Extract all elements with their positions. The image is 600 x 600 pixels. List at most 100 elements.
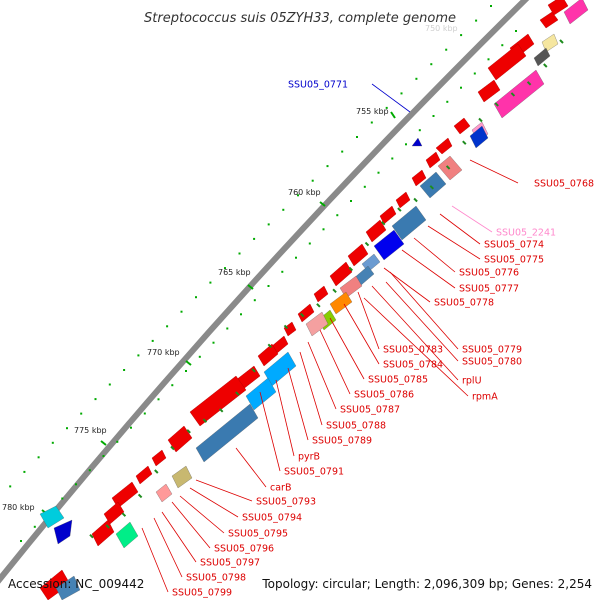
tick-dot bbox=[185, 370, 187, 372]
leader-line bbox=[357, 291, 380, 350]
tick-dot bbox=[80, 412, 83, 415]
gc-skew-mark bbox=[543, 63, 548, 68]
tick-dot bbox=[356, 136, 358, 138]
tick-dot bbox=[116, 440, 119, 443]
tick-dot bbox=[430, 63, 433, 66]
gene-label[interactable]: SSU05_2241 bbox=[496, 228, 556, 239]
tick-dot bbox=[385, 106, 388, 109]
tick-dot bbox=[282, 208, 285, 211]
tick-dot bbox=[350, 200, 352, 202]
tick-dot bbox=[253, 237, 256, 240]
tick-dot bbox=[226, 327, 229, 330]
leader-line bbox=[413, 237, 456, 273]
gc-skew-mark bbox=[267, 343, 273, 349]
gene-label[interactable]: SSU05_0793 bbox=[256, 497, 316, 508]
leader-line bbox=[235, 447, 267, 488]
tick-dot bbox=[94, 398, 97, 401]
tick-dot bbox=[61, 497, 64, 500]
gene-label[interactable]: SSU05_0775 bbox=[484, 255, 544, 266]
gene-label[interactable]: SSU05_0798 bbox=[186, 573, 246, 584]
gene-label[interactable]: carB bbox=[270, 483, 291, 494]
tick-dot bbox=[432, 115, 435, 117]
gene-label[interactable]: SSU05_0768 bbox=[534, 179, 594, 190]
leader-line bbox=[195, 479, 253, 502]
tick-dot bbox=[23, 470, 26, 473]
tick-dot bbox=[108, 383, 111, 386]
tick-label-780: 780 kbp bbox=[2, 503, 35, 512]
gene-label[interactable]: SSU05_0778 bbox=[434, 298, 494, 309]
gene-label[interactable]: SSU05_0797 bbox=[200, 558, 260, 569]
gene-label[interactable]: SSU05_0771 bbox=[288, 80, 348, 91]
gc-skew-mark bbox=[218, 408, 224, 413]
gene-label[interactable]: SSU05_0779 bbox=[462, 345, 522, 356]
gene-label[interactable]: SSU05_0780 bbox=[462, 357, 522, 368]
leader-line bbox=[171, 501, 211, 549]
tick-dot bbox=[295, 256, 297, 259]
forward-strand-genes bbox=[39, 0, 569, 600]
gene-label[interactable]: SSU05_0783 bbox=[383, 345, 443, 356]
gc-skew-mark bbox=[251, 368, 256, 373]
leader-line bbox=[153, 517, 183, 578]
gene-label[interactable]: SSU05_0774 bbox=[484, 240, 544, 251]
tick-dot bbox=[460, 34, 463, 37]
leader-line bbox=[307, 341, 337, 410]
gc-skew-mark bbox=[348, 266, 354, 272]
leader-line bbox=[259, 391, 281, 472]
gene-label[interactable]: SSU05_0785 bbox=[368, 375, 428, 386]
tick-dot bbox=[238, 252, 241, 255]
tick-dot bbox=[418, 129, 421, 132]
gene-label[interactable]: rpmA bbox=[472, 392, 498, 403]
gene-label[interactable]: SSU05_0788 bbox=[326, 421, 386, 432]
gene-label[interactable]: pyrB bbox=[298, 452, 320, 463]
tick-label-775: 775 kbp bbox=[74, 426, 107, 435]
tick-dot bbox=[487, 58, 490, 61]
gc-skew-mark bbox=[170, 445, 175, 451]
gene-label[interactable]: SSU05_0777 bbox=[459, 284, 519, 295]
gene-label[interactable]: SSU05_0786 bbox=[354, 390, 414, 401]
gene-label[interactable]: SSU05_0796 bbox=[214, 544, 274, 555]
gene-label[interactable]: SSU05_0795 bbox=[228, 529, 288, 540]
tick-dot bbox=[253, 299, 256, 302]
gc-skew-mark bbox=[478, 117, 483, 123]
tick-dot bbox=[75, 483, 77, 486]
tick-dot bbox=[460, 86, 462, 89]
gc-skew-mark bbox=[186, 429, 191, 434]
tick-dot bbox=[281, 270, 284, 273]
tick-dot bbox=[311, 179, 314, 182]
gc-skew-mark bbox=[413, 197, 418, 203]
tick-dot bbox=[51, 441, 54, 444]
gene-label[interactable]: SSU05_0799 bbox=[172, 588, 232, 599]
gc-skew-mark bbox=[283, 324, 289, 330]
gene-label[interactable]: SSU05_0776 bbox=[459, 268, 519, 279]
leader-line bbox=[439, 213, 481, 245]
leader-line bbox=[179, 495, 225, 534]
gc-skew-mark bbox=[526, 81, 532, 86]
gc-skew-mark bbox=[429, 185, 435, 190]
gene-label[interactable]: SSU05_0784 bbox=[383, 360, 443, 371]
tick-dot bbox=[501, 44, 504, 47]
tick-dot bbox=[400, 92, 403, 95]
map-title: Streptococcus suis 05ZYH33, complete gen… bbox=[144, 11, 456, 26]
gene-label[interactable]: SSU05_0787 bbox=[340, 405, 400, 416]
tick-dot bbox=[33, 525, 36, 528]
tick-dot bbox=[336, 214, 339, 217]
tick-dot bbox=[370, 121, 373, 124]
gene-label[interactable]: SSU05_0794 bbox=[242, 513, 302, 524]
tick-dot bbox=[209, 281, 212, 284]
tick-label-770: 770 kbp bbox=[147, 348, 180, 357]
gene-label[interactable]: SSU05_0791 bbox=[284, 467, 344, 478]
tick-dot bbox=[415, 77, 418, 80]
gc-skew-mark bbox=[462, 140, 467, 145]
scale-ticks: 755 kbp 760 kbp 765 kbp 770 kbp 775 kbp … bbox=[2, 107, 396, 515]
tick-label-755: 755 kbp bbox=[356, 107, 389, 116]
tick-dot bbox=[473, 72, 476, 75]
gene-label[interactable]: SSU05_0789 bbox=[312, 436, 372, 447]
leader-line bbox=[299, 351, 323, 426]
leader-line bbox=[343, 303, 380, 365]
gc-skew-mark bbox=[510, 92, 516, 97]
gc-skew-mark bbox=[202, 418, 208, 423]
leader-line bbox=[469, 159, 519, 184]
tick-dot bbox=[240, 313, 242, 316]
gene-label[interactable]: rplU bbox=[462, 376, 482, 387]
tick-dot bbox=[267, 285, 270, 287]
